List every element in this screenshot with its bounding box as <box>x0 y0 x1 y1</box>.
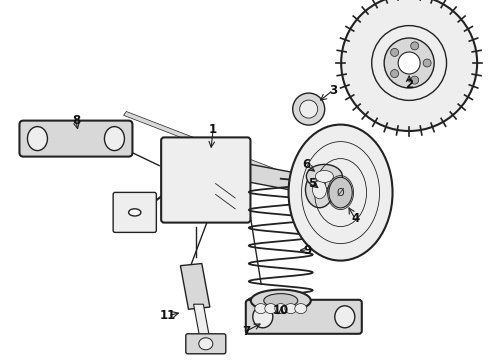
Ellipse shape <box>27 127 48 150</box>
Ellipse shape <box>384 38 434 88</box>
Text: 6: 6 <box>302 158 310 171</box>
Ellipse shape <box>300 100 318 118</box>
FancyBboxPatch shape <box>161 138 250 222</box>
Ellipse shape <box>305 172 334 208</box>
Ellipse shape <box>328 186 332 193</box>
Ellipse shape <box>315 186 319 193</box>
FancyBboxPatch shape <box>186 334 226 354</box>
Ellipse shape <box>372 26 446 100</box>
Ellipse shape <box>423 59 431 67</box>
Ellipse shape <box>398 52 420 74</box>
Polygon shape <box>194 304 211 344</box>
Ellipse shape <box>306 165 343 188</box>
Polygon shape <box>123 112 322 191</box>
Ellipse shape <box>391 48 398 57</box>
Text: 3: 3 <box>329 84 337 96</box>
Text: 9: 9 <box>304 244 312 257</box>
Ellipse shape <box>275 303 287 314</box>
Ellipse shape <box>316 170 333 183</box>
Ellipse shape <box>251 289 311 312</box>
Ellipse shape <box>293 93 325 125</box>
Ellipse shape <box>104 127 124 150</box>
Ellipse shape <box>313 181 326 199</box>
Polygon shape <box>180 264 210 309</box>
Ellipse shape <box>128 209 141 216</box>
Text: 11: 11 <box>160 309 176 322</box>
Text: 10: 10 <box>273 304 290 317</box>
Ellipse shape <box>295 303 307 314</box>
Ellipse shape <box>329 177 352 208</box>
Ellipse shape <box>341 0 477 131</box>
Ellipse shape <box>321 180 325 187</box>
Text: 5: 5 <box>309 177 317 190</box>
Ellipse shape <box>253 306 273 328</box>
Ellipse shape <box>391 69 398 78</box>
Text: 7: 7 <box>242 325 250 338</box>
Ellipse shape <box>255 303 267 314</box>
Text: 4: 4 <box>351 212 359 225</box>
Text: 8: 8 <box>72 114 80 127</box>
Text: 2: 2 <box>405 78 413 91</box>
Text: 1: 1 <box>209 123 217 136</box>
Ellipse shape <box>289 125 392 261</box>
Ellipse shape <box>265 303 277 314</box>
Ellipse shape <box>335 306 355 328</box>
Ellipse shape <box>411 42 419 50</box>
Ellipse shape <box>314 173 333 202</box>
FancyBboxPatch shape <box>20 121 132 157</box>
FancyBboxPatch shape <box>246 300 362 334</box>
Ellipse shape <box>411 76 419 84</box>
Ellipse shape <box>264 294 298 307</box>
Ellipse shape <box>199 338 213 350</box>
Ellipse shape <box>285 303 297 314</box>
Text: Ø: Ø <box>337 188 344 198</box>
FancyBboxPatch shape <box>113 192 156 233</box>
Polygon shape <box>247 164 323 196</box>
